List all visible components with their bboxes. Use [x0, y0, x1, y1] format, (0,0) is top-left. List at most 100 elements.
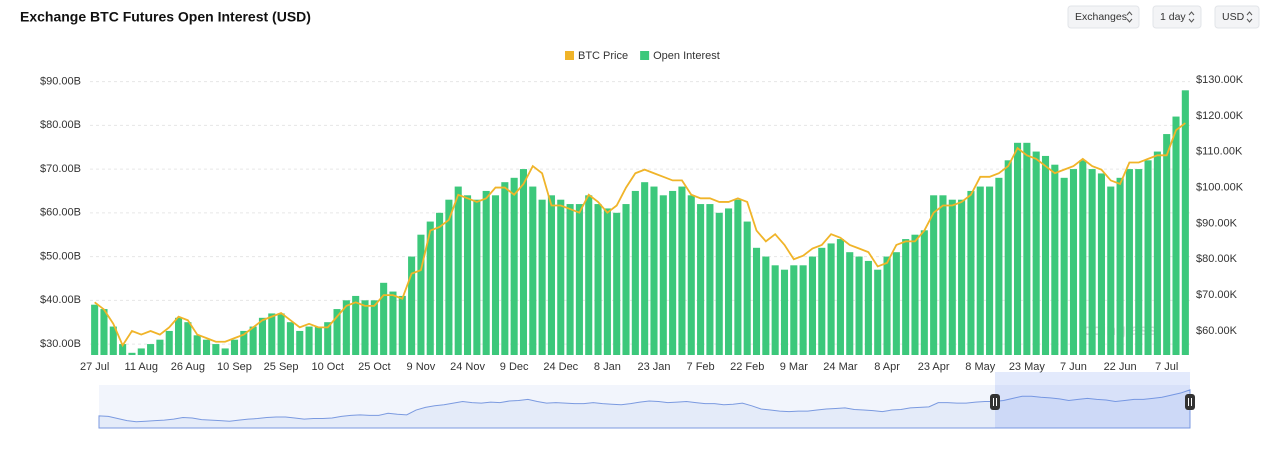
y2-tick-label: $90.00K	[1196, 217, 1238, 229]
bar	[1060, 177, 1068, 355]
dropdown-caret	[1188, 11, 1195, 23]
bar	[911, 234, 919, 355]
y-tick-label: $40.00B	[40, 294, 81, 306]
bar	[659, 195, 667, 355]
price-line	[94, 122, 1186, 348]
bar	[1032, 151, 1040, 355]
dropdown-label: USD	[1222, 11, 1245, 23]
navigator-area	[98, 389, 1191, 429]
bar	[1088, 169, 1096, 355]
bar	[389, 291, 397, 355]
bar	[1125, 169, 1133, 355]
bar	[305, 326, 313, 355]
x-tick-label: 23 Apr	[918, 361, 950, 373]
bar	[808, 256, 816, 355]
bar	[948, 199, 956, 355]
bar	[501, 182, 509, 355]
bar	[725, 208, 733, 355]
bar	[352, 295, 360, 355]
bar	[1069, 169, 1078, 355]
navigator-handle[interactable]	[1185, 394, 1195, 410]
bar	[1107, 186, 1115, 355]
bar	[202, 339, 211, 355]
bar	[277, 313, 285, 355]
bar	[398, 295, 406, 355]
bar	[342, 300, 350, 355]
legend-label: Open Interest	[653, 50, 720, 62]
x-tick-label: 9 Nov	[407, 361, 436, 373]
y-tick-label: $80.00B	[40, 119, 81, 131]
bar	[473, 199, 481, 355]
bar	[967, 190, 975, 355]
bar	[631, 190, 639, 355]
bar	[538, 199, 546, 355]
bar	[603, 208, 611, 355]
bar	[1041, 155, 1050, 355]
bar	[1014, 142, 1022, 355]
bar	[669, 190, 677, 355]
dropdown-box	[1152, 5, 1202, 29]
bar	[790, 265, 798, 355]
x-tick-label: 7 Jul	[1155, 361, 1178, 373]
x-tick-label: 27 Jul	[80, 361, 109, 373]
x-tick-label: 8 Apr	[874, 361, 900, 373]
y-tick-label: $30.00B	[40, 338, 81, 350]
x-tick-label: 24 Mar	[823, 361, 858, 373]
bar	[939, 195, 947, 355]
bar	[128, 352, 136, 355]
bar	[836, 239, 844, 355]
y-tick-label: $50.00B	[40, 250, 81, 262]
dropdown-caret	[1246, 11, 1253, 23]
bar	[995, 177, 1003, 355]
y-tick-label: $90.00B	[40, 75, 81, 87]
dropdown[interactable]: USD	[1214, 5, 1260, 29]
bar	[529, 186, 537, 355]
x-tick-label: 10 Sep	[217, 361, 252, 373]
dropdown[interactable]: Exchanges	[1067, 5, 1140, 29]
bar	[482, 190, 490, 355]
y2-tick-label: $100.00K	[1196, 181, 1244, 193]
bar	[436, 212, 444, 355]
y-tick-label: $60.00B	[40, 207, 81, 219]
bar	[137, 348, 145, 355]
bar	[883, 256, 891, 355]
bar	[417, 234, 425, 355]
x-tick-label: 10 Oct	[312, 361, 344, 373]
x-tick-label: 22 Jun	[1104, 361, 1137, 373]
bar	[585, 195, 593, 355]
y2-tick-label: $120.00K	[1196, 110, 1244, 122]
bar	[715, 212, 723, 355]
handle-grip	[1188, 398, 1192, 406]
y2-tick-label: $110.00K	[1196, 146, 1243, 158]
bar	[575, 204, 583, 355]
bar	[855, 256, 863, 355]
x-tick-label: 24 Dec	[543, 361, 578, 373]
bar	[426, 221, 434, 355]
y2-tick-label: $130.00K	[1196, 74, 1244, 86]
bar	[1135, 169, 1143, 355]
bar	[1097, 173, 1105, 355]
bar	[1051, 164, 1059, 355]
bar	[1153, 151, 1161, 355]
bar	[864, 260, 872, 355]
bar	[678, 186, 686, 355]
bar	[557, 199, 565, 355]
bar	[408, 256, 416, 355]
dropdown-box	[1067, 5, 1140, 29]
bar	[184, 322, 192, 355]
bar	[641, 182, 649, 355]
bar	[1023, 142, 1031, 355]
navigator-handle[interactable]	[990, 394, 1000, 410]
navigator-selection	[995, 372, 1190, 428]
bar	[892, 252, 900, 355]
bar	[454, 186, 462, 355]
bar	[1144, 160, 1152, 355]
x-tick-label: 7 Feb	[687, 361, 715, 373]
bar	[547, 195, 555, 355]
bar	[1116, 177, 1124, 355]
bar	[827, 243, 835, 355]
bar	[566, 204, 574, 355]
bar	[519, 169, 528, 355]
dropdown[interactable]: 1 day	[1152, 5, 1202, 29]
